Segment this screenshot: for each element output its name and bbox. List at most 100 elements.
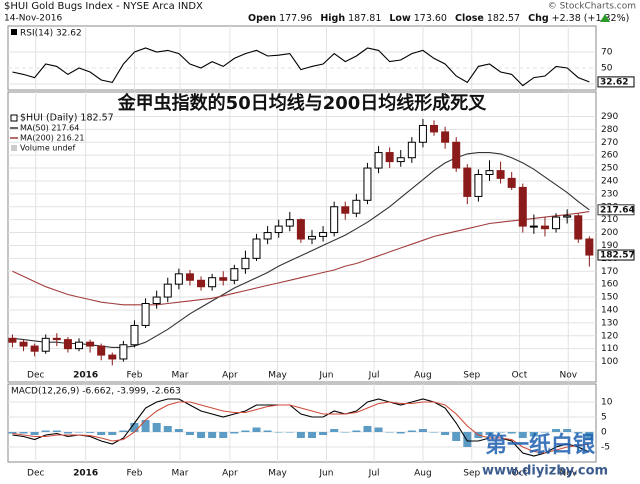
histogram-bar	[319, 432, 328, 435]
value-box	[597, 249, 635, 261]
histogram-bar	[529, 432, 538, 437]
y-tick-label: 120	[601, 331, 618, 341]
candle-body	[119, 344, 128, 360]
y-tick-label: 50	[601, 64, 613, 74]
histogram-bar	[552, 429, 561, 432]
x-tick-label: May	[268, 371, 287, 381]
candle-body	[452, 141, 461, 169]
legend-swatch	[11, 29, 17, 35]
histogram-bar	[285, 432, 294, 433]
histogram-bar	[174, 429, 183, 432]
candle-body	[130, 324, 139, 346]
y-tick-label: 230	[601, 189, 618, 199]
histogram-bar	[230, 432, 239, 434]
histogram-bar	[507, 432, 516, 434]
histogram-bar	[363, 426, 372, 432]
candle-body	[430, 124, 439, 133]
series-line	[12, 152, 590, 348]
candle-body	[185, 273, 194, 281]
histogram-bar	[430, 432, 439, 433]
histogram-bar	[374, 427, 383, 432]
candle-body	[585, 238, 594, 256]
histogram-bar	[296, 432, 305, 438]
histogram-bar	[330, 429, 339, 432]
quote-label: Low	[389, 13, 411, 24]
histogram-bar	[307, 432, 316, 438]
candle-body	[529, 225, 538, 228]
histogram-bar	[108, 432, 117, 435]
candle-body	[75, 341, 84, 350]
candle-body	[86, 341, 95, 347]
candle-body	[407, 141, 416, 159]
candle-body	[441, 131, 450, 143]
histogram-bar	[407, 430, 416, 432]
date: 14-Nov-2016	[4, 14, 62, 24]
x-tick-label: Jun	[318, 371, 333, 381]
candle-body	[396, 157, 405, 163]
histogram-bar	[463, 432, 472, 447]
candle-body	[8, 337, 17, 343]
y-tick-label: 270	[601, 138, 618, 148]
y-tick-label: 160	[601, 280, 618, 290]
legend-label: Volume undef	[20, 144, 75, 153]
quote-value: 173.60	[414, 13, 447, 24]
candle-body	[163, 283, 172, 298]
histogram-bar	[185, 432, 194, 435]
value-box	[597, 204, 635, 216]
x-tick-label: Oct	[512, 469, 528, 479]
x-tick-label: 2016	[73, 469, 98, 479]
legend-swatch	[10, 114, 18, 122]
series-line	[12, 47, 590, 87]
candle-body	[319, 232, 328, 237]
candle-body	[341, 206, 350, 214]
candle-body	[208, 277, 217, 288]
histogram-bar	[152, 423, 161, 432]
x-tick-label: Mar	[171, 469, 188, 479]
histogram-bar	[19, 432, 28, 434]
x-tick-label: Sep	[463, 469, 480, 479]
histogram-bar	[385, 432, 394, 433]
quote-label: Open	[248, 13, 276, 24]
candle-body	[307, 235, 316, 240]
x-tick-label: Jun	[318, 469, 333, 479]
histogram-bar	[197, 432, 206, 438]
histogram-bar	[86, 432, 95, 433]
candle-body	[385, 152, 394, 163]
y-tick-label: 200	[601, 228, 618, 238]
histogram-bar	[97, 432, 106, 435]
histogram-bar	[130, 423, 139, 432]
y-tick-label: 110	[601, 344, 618, 354]
histogram-bar	[241, 430, 250, 432]
panel-frame	[7, 383, 597, 463]
histogram-bar	[418, 429, 427, 432]
y-tick-label: 130	[601, 318, 618, 328]
annotation-title: 金甲虫指数的50日均线与200日均线形成死叉	[117, 92, 488, 114]
value-box-label: 217.64	[600, 205, 635, 215]
histogram-bar	[585, 432, 594, 440]
candle-body	[507, 177, 516, 188]
y-tick-label: 190	[601, 241, 618, 251]
histogram-bar	[252, 427, 261, 432]
histogram-bar	[485, 432, 494, 435]
legend-label: $HUI (Daily) 182.57	[20, 113, 114, 124]
histogram-bar	[30, 432, 39, 435]
x-tick-label: Oct	[512, 371, 528, 381]
histogram-bar	[563, 429, 572, 432]
y-tick-label: 10	[601, 398, 613, 408]
quote-value: 177.96	[279, 13, 312, 24]
x-tick-label: Jul	[368, 469, 380, 479]
histogram-bar	[396, 432, 405, 434]
source: © StockCharts.com	[548, 2, 636, 12]
histogram-bar	[208, 432, 217, 438]
candle-body	[518, 186, 527, 227]
x-tick-label: Nov	[559, 371, 577, 381]
series-line	[12, 401, 590, 454]
candle-body	[540, 225, 549, 230]
histogram-bar	[452, 432, 461, 441]
y-tick-label: 100	[601, 357, 618, 367]
y-tick-label: 210	[601, 215, 618, 225]
y-tick-label: 0	[601, 428, 607, 438]
x-tick-label: May	[268, 469, 287, 479]
histogram-bar	[52, 430, 61, 432]
